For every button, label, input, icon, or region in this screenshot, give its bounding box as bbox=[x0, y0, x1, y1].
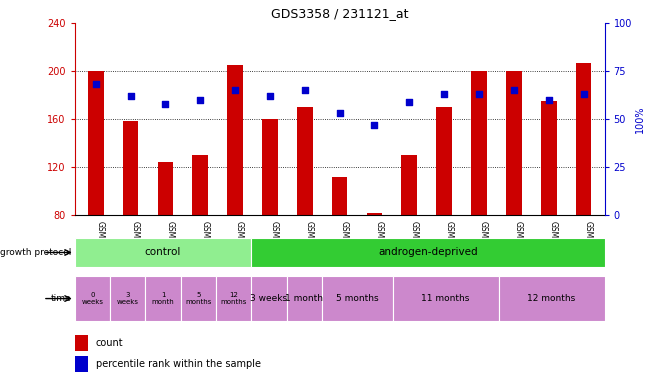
Y-axis label: 100%: 100% bbox=[634, 105, 645, 133]
Text: 5
months: 5 months bbox=[185, 292, 211, 305]
Bar bbox=[227, 65, 243, 215]
Text: GSM215633: GSM215633 bbox=[131, 220, 140, 267]
Title: GDS3358 / 231121_at: GDS3358 / 231121_at bbox=[271, 7, 408, 20]
Bar bbox=[541, 101, 556, 215]
Text: growth protocol: growth protocol bbox=[0, 248, 72, 257]
Bar bbox=[262, 119, 278, 215]
Text: count: count bbox=[96, 338, 124, 348]
Bar bbox=[75, 356, 88, 372]
Bar bbox=[192, 155, 208, 215]
Bar bbox=[75, 238, 252, 267]
Text: GSM215644: GSM215644 bbox=[584, 220, 593, 267]
Point bbox=[265, 93, 275, 99]
Text: 3
weeks: 3 weeks bbox=[117, 292, 138, 305]
Bar bbox=[146, 276, 181, 321]
Bar bbox=[471, 71, 487, 215]
Text: GSM215641: GSM215641 bbox=[444, 220, 453, 267]
Point bbox=[160, 101, 170, 107]
Text: GSM215636: GSM215636 bbox=[165, 220, 174, 267]
Point bbox=[230, 87, 240, 93]
Point bbox=[369, 122, 380, 128]
Bar bbox=[436, 107, 452, 215]
Bar bbox=[75, 276, 110, 321]
Bar bbox=[367, 213, 382, 215]
Text: 12 months: 12 months bbox=[527, 294, 576, 303]
Bar bbox=[402, 155, 417, 215]
Bar bbox=[216, 276, 252, 321]
Point bbox=[439, 91, 449, 97]
Text: time: time bbox=[51, 294, 72, 303]
Text: 5 months: 5 months bbox=[336, 294, 378, 303]
Point bbox=[404, 99, 415, 105]
Text: 11 months: 11 months bbox=[421, 294, 470, 303]
Point bbox=[125, 93, 136, 99]
Point bbox=[90, 81, 101, 88]
Point bbox=[300, 87, 310, 93]
Point bbox=[474, 91, 484, 97]
Bar bbox=[332, 177, 348, 215]
Text: percentile rank within the sample: percentile rank within the sample bbox=[96, 359, 261, 369]
Bar bbox=[322, 276, 393, 321]
Bar bbox=[123, 121, 138, 215]
Point bbox=[195, 97, 205, 103]
Text: GSM215640: GSM215640 bbox=[410, 220, 419, 267]
Bar bbox=[393, 276, 499, 321]
Bar bbox=[252, 276, 287, 321]
Bar bbox=[287, 276, 322, 321]
Bar bbox=[506, 71, 522, 215]
Bar bbox=[499, 276, 604, 321]
Text: GSM215642: GSM215642 bbox=[235, 220, 244, 267]
Text: GSM215643: GSM215643 bbox=[549, 220, 558, 267]
Text: GSM215634: GSM215634 bbox=[270, 220, 279, 267]
Text: androgen-deprived: androgen-deprived bbox=[378, 247, 478, 258]
Bar bbox=[181, 276, 216, 321]
Text: 3 weeks: 3 weeks bbox=[250, 294, 287, 303]
Text: 1
month: 1 month bbox=[151, 292, 174, 305]
Point bbox=[578, 91, 589, 97]
Point bbox=[334, 110, 345, 116]
Bar bbox=[157, 162, 173, 215]
Text: GSM215632: GSM215632 bbox=[96, 220, 105, 267]
Text: 0
weeks: 0 weeks bbox=[81, 292, 103, 305]
Text: control: control bbox=[145, 247, 181, 258]
Text: GSM215638: GSM215638 bbox=[374, 220, 384, 267]
Bar bbox=[252, 238, 604, 267]
Text: GSM215639: GSM215639 bbox=[200, 220, 209, 267]
Bar bbox=[88, 71, 103, 215]
Text: 12
months: 12 months bbox=[220, 292, 247, 305]
Bar bbox=[576, 63, 592, 215]
Text: GSM215635: GSM215635 bbox=[305, 220, 314, 267]
Bar bbox=[297, 107, 313, 215]
Text: GSM215637: GSM215637 bbox=[339, 220, 348, 267]
Point bbox=[543, 97, 554, 103]
Point bbox=[509, 87, 519, 93]
Bar bbox=[75, 335, 88, 351]
Text: GSM215645: GSM215645 bbox=[479, 220, 488, 267]
Bar bbox=[110, 276, 146, 321]
Text: GSM215646: GSM215646 bbox=[514, 220, 523, 267]
Text: 1 month: 1 month bbox=[285, 294, 323, 303]
